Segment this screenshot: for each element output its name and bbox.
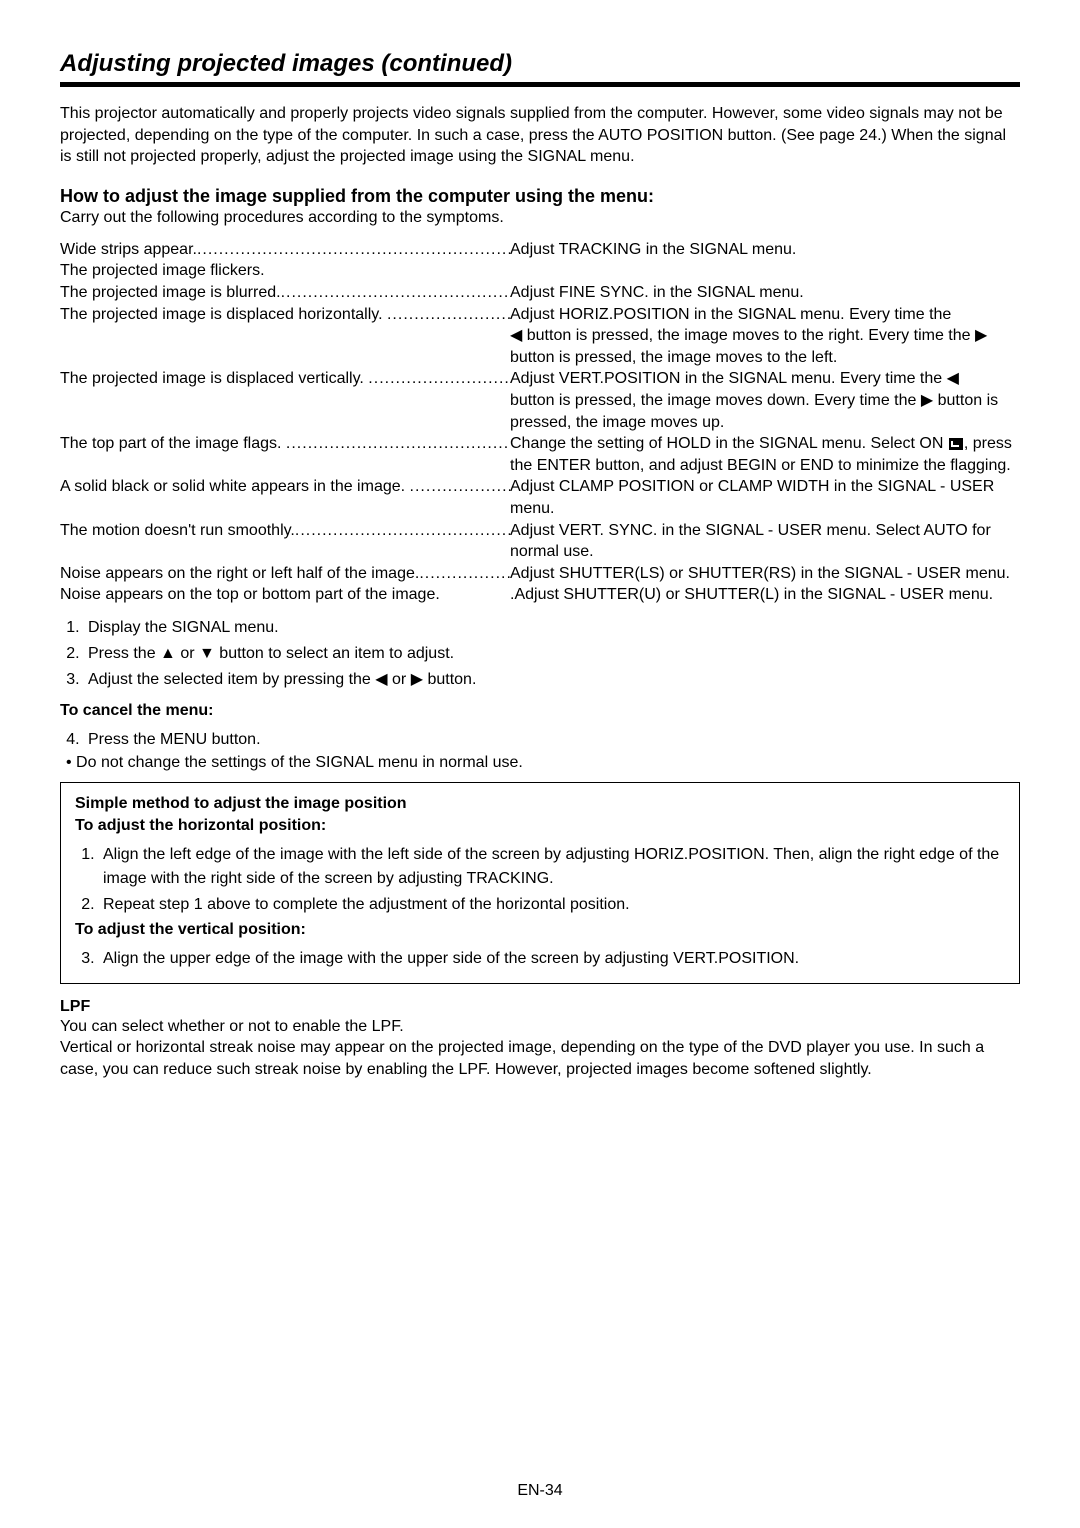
right-arrow-icon: ▶ <box>975 327 987 344</box>
enter-icon <box>949 438 963 450</box>
procedure-list: Display the SIGNAL menu. Press the ▲ or … <box>60 616 1020 692</box>
symptom-left: Noise appears on the top or bottom part … <box>60 584 510 606</box>
list-item: Display the SIGNAL menu. <box>84 616 1020 640</box>
cancel-list: Press the MENU button. <box>60 728 1020 752</box>
symptom-row: The projected image flickers. <box>60 260 1020 282</box>
box-h-heading: To adjust the horizontal position: <box>75 817 1005 835</box>
symptom-row: The top part of the image flags. Change … <box>60 433 1020 476</box>
symptom-row: A solid black or solid white appears in … <box>60 476 1020 519</box>
symptom-right: Adjust HORIZ.POSITION in the SIGNAL menu… <box>510 304 1020 326</box>
symptom-left: The projected image is blurred. <box>60 282 510 304</box>
symptom-right: Adjust VERT.POSITION in the SIGNAL menu.… <box>510 368 1020 390</box>
symptom-left: The motion doesn't run smoothly. <box>60 520 510 542</box>
lpf-heading: LPF <box>60 998 1020 1016</box>
symptom-list: Wide strips appear. Adjust TRACKING in t… <box>60 239 1020 606</box>
left-arrow-icon: ◀ <box>375 671 387 688</box>
simple-method-box: Simple method to adjust the image positi… <box>60 782 1020 984</box>
symptom-left: The projected image is displaced horizon… <box>60 304 510 326</box>
list-item: Press the MENU button. <box>84 728 1020 752</box>
howto-heading: How to adjust the image supplied from th… <box>60 186 1020 207</box>
left-arrow-icon: ◀ <box>947 370 959 387</box>
symptom-right: Change the setting of HOLD in the SIGNAL… <box>510 433 1020 476</box>
up-arrow-icon: ▲ <box>160 645 176 662</box>
symptom-row: Wide strips appear. Adjust TRACKING in t… <box>60 239 1020 261</box>
symptom-right: Adjust SHUTTER(LS) or SHUTTER(RS) in the… <box>510 563 1020 585</box>
list-item: Repeat step 1 above to complete the adju… <box>99 893 1005 917</box>
symptom-left: The top part of the image flags. <box>60 433 510 455</box>
symptom-right: Adjust VERT. SYNC. in the SIGNAL - USER … <box>510 520 1020 563</box>
intro-paragraph: This projector automatically and properl… <box>60 103 1020 168</box>
list-item: Align the left edge of the image with th… <box>99 843 1005 891</box>
list-item: Adjust the selected item by pressing the… <box>84 668 1020 692</box>
box-h-list: Align the left edge of the image with th… <box>75 843 1005 917</box>
symptom-left: The projected image flickers. <box>60 260 265 282</box>
symptom-right: Adjust TRACKING in the SIGNAL menu. <box>510 239 1020 261</box>
symptom-row: The projected image is displaced vertica… <box>60 368 1020 390</box>
lpf-p2: Vertical or horizontal streak noise may … <box>60 1037 1020 1080</box>
symptom-left: Noise appears on the right or left half … <box>60 563 510 585</box>
symptom-row: The motion doesn't run smoothly. Adjust … <box>60 520 1020 563</box>
symptom-right: Adjust FINE SYNC. in the SIGNAL menu. <box>510 282 1020 304</box>
symptom-row: The projected image is blurred. Adjust F… <box>60 282 1020 304</box>
bullet-note: • Do not change the settings of the SIGN… <box>60 754 1020 772</box>
list-item: Press the ▲ or ▼ button to select an ite… <box>84 642 1020 666</box>
symptom-right-cont: ◀ button is pressed, the image moves to … <box>510 325 1020 368</box>
symptom-row: Noise appears on the right or left half … <box>60 563 1020 585</box>
howto-sub: Carry out the following procedures accor… <box>60 209 1020 227</box>
right-arrow-icon: ▶ <box>411 671 423 688</box>
symptom-left: The projected image is displaced vertica… <box>60 368 510 390</box>
symptom-row: Noise appears on the top or bottom part … <box>60 584 1020 606</box>
page-title: Adjusting projected images (continued) <box>60 50 1020 78</box>
symptom-left: Wide strips appear. <box>60 239 510 261</box>
symptom-right-cont: button is pressed, the image moves down.… <box>510 390 1020 433</box>
box-v-heading: To adjust the vertical position: <box>75 921 1005 939</box>
symptom-right: .Adjust SHUTTER(U) or SHUTTER(L) in the … <box>510 584 1020 606</box>
box-title: Simple method to adjust the image positi… <box>75 795 1005 813</box>
list-item: Align the upper edge of the image with t… <box>99 947 1005 971</box>
title-rule <box>60 82 1020 87</box>
left-arrow-icon: ◀ <box>510 327 522 344</box>
box-v-list: Align the upper edge of the image with t… <box>75 947 1005 971</box>
symptom-row: The projected image is displaced horizon… <box>60 304 1020 326</box>
lpf-p1: You can select whether or not to enable … <box>60 1016 1020 1038</box>
symptom-left: A solid black or solid white appears in … <box>60 476 510 498</box>
symptom-right: Adjust CLAMP POSITION or CLAMP WIDTH in … <box>510 476 1020 519</box>
cancel-heading: To cancel the menu: <box>60 702 1020 720</box>
right-arrow-icon: ▶ <box>921 392 933 409</box>
down-arrow-icon: ▼ <box>199 645 215 662</box>
page-number: EN-34 <box>0 1482 1080 1500</box>
